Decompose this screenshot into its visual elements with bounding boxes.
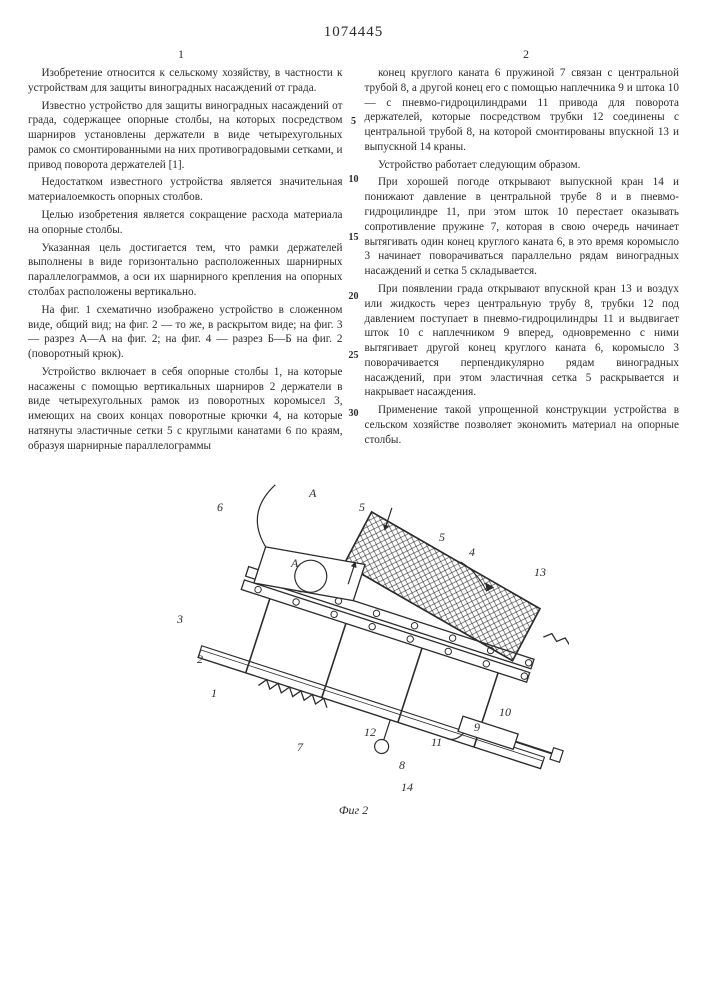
line-number: 30	[349, 408, 359, 419]
figure-2-drawing: 6 A 5 5 4 13 A 3 2 1 7 12 8 11 9 10 14	[139, 471, 569, 801]
svg-text:13: 13	[534, 565, 546, 579]
paragraph: Устройство включает в себя опорные столб…	[28, 365, 343, 454]
svg-text:12: 12	[364, 725, 376, 739]
paragraph: При появлении града открывают впускной к…	[365, 282, 680, 400]
paragraph: Применение такой упрощенной конструкции …	[365, 403, 680, 447]
svg-text:3: 3	[176, 612, 183, 626]
svg-text:A: A	[308, 486, 317, 500]
paragraph: Указанная цель достигается тем, что рамк…	[28, 241, 343, 300]
line-number: 25	[349, 350, 359, 361]
paragraph: Изобретение относится к сельскому хозяйс…	[28, 66, 343, 96]
svg-text:A: A	[290, 556, 299, 570]
svg-text:1: 1	[211, 686, 217, 700]
column-head-right: 2	[523, 47, 529, 62]
svg-text:6: 6	[217, 500, 223, 514]
paragraph: Недостатком известного устройства являет…	[28, 175, 343, 205]
paragraph: На фиг. 1 схематично изображено устройст…	[28, 303, 343, 362]
svg-text:4: 4	[469, 545, 475, 559]
line-number: 20	[349, 291, 359, 302]
line-number: 10	[349, 174, 359, 185]
paragraph: конец круглого каната 6 пружиной 7 связа…	[365, 66, 680, 155]
svg-text:14: 14	[401, 780, 413, 794]
figure-2-caption: Фиг 2	[28, 803, 679, 818]
svg-text:7: 7	[297, 740, 304, 754]
svg-text:5: 5	[439, 530, 445, 544]
column-head-left: 1	[178, 47, 184, 62]
svg-text:10: 10	[499, 705, 511, 719]
svg-text:8: 8	[399, 758, 405, 772]
svg-text:2: 2	[197, 652, 203, 666]
line-number: 15	[349, 232, 359, 243]
paragraph: При хорошей погоде открывают выпускной к…	[365, 175, 680, 278]
paragraph: Устройство работает следующим образом.	[365, 158, 680, 173]
line-number: 5	[351, 116, 356, 127]
figure-2: 6 A 5 5 4 13 A 3 2 1 7 12 8 11 9 10 14 Фиг 2	[28, 471, 679, 818]
svg-text:9: 9	[474, 720, 480, 734]
paragraph: Известно устройство для защиты виноградн…	[28, 99, 343, 173]
svg-text:11: 11	[431, 735, 442, 749]
body-text-wrap: 5 10 15 20 25 30 Изобретение относится к сель…	[28, 66, 679, 457]
document-number: 1074445	[28, 24, 679, 41]
paragraph: Целью изобретения является сокращение ра…	[28, 208, 343, 238]
svg-text:5: 5	[359, 500, 365, 514]
